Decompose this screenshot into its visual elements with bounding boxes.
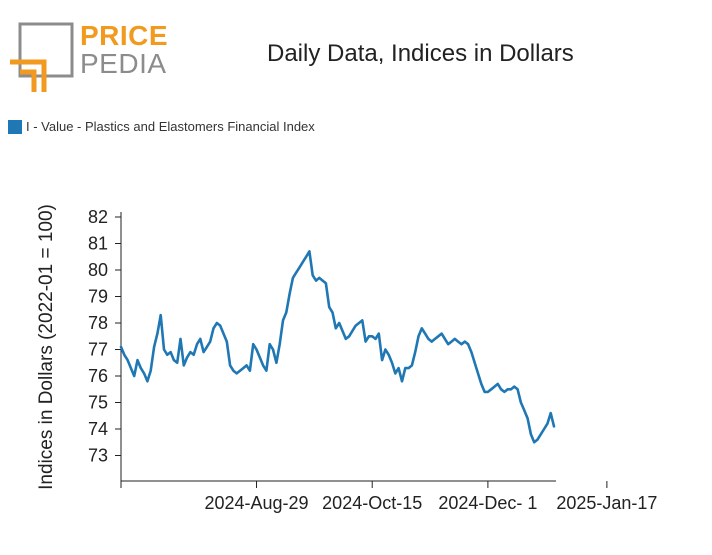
y-tick-label: 80 — [88, 260, 108, 280]
y-tick-label: 79 — [88, 287, 108, 307]
x-axis: 2024-Aug-29 2024-Oct-15 2024-Dec- 1 2025-Ja… — [120, 480, 657, 513]
y-axis-label: Indices in Dollars (2022-01 = 100) — [36, 204, 57, 490]
x-tick-label: 2024-Oct-15 — [322, 493, 422, 513]
logo-word-price: PRICE — [80, 20, 169, 51]
pricepedia-logo: PRICE PEDIA — [8, 22, 168, 92]
chart-legend[interactable]: I - Value - Plastics and Elastomers Fina… — [8, 119, 315, 134]
y-tick-label: 73 — [88, 446, 108, 466]
series-line — [119, 250, 556, 444]
y-tick-label: 78 — [88, 313, 108, 333]
y-axis: 73 74 75 76 77 78 79 80 81 82 — [88, 207, 122, 481]
series-layer — [119, 250, 556, 444]
x-tick-label: 2024-Aug-29 — [204, 493, 308, 513]
y-tick-label: 82 — [88, 207, 108, 227]
chart-title: Daily Data, Indices in Dollars — [267, 40, 574, 67]
y-tick-label: 76 — [88, 366, 108, 386]
logo-mark — [10, 22, 74, 92]
x-tick-label: 2024-Dec- 1 — [438, 493, 537, 513]
logo-word-pedia: PEDIA — [80, 48, 167, 79]
x-tick-label: 2025-Jan-17 — [556, 493, 657, 513]
y-tick-label: 81 — [88, 234, 108, 254]
y-tick-label: 74 — [88, 419, 108, 439]
legend-swatch — [8, 119, 22, 134]
logo-orange-bracket-outer — [10, 59, 47, 92]
y-tick-label: 77 — [88, 340, 108, 360]
y-tick-label: 75 — [88, 393, 108, 413]
legend-series-label: I - Value - Plastics and Elastomers Fina… — [26, 119, 315, 134]
logo-orange-bracket-inner — [20, 69, 37, 92]
